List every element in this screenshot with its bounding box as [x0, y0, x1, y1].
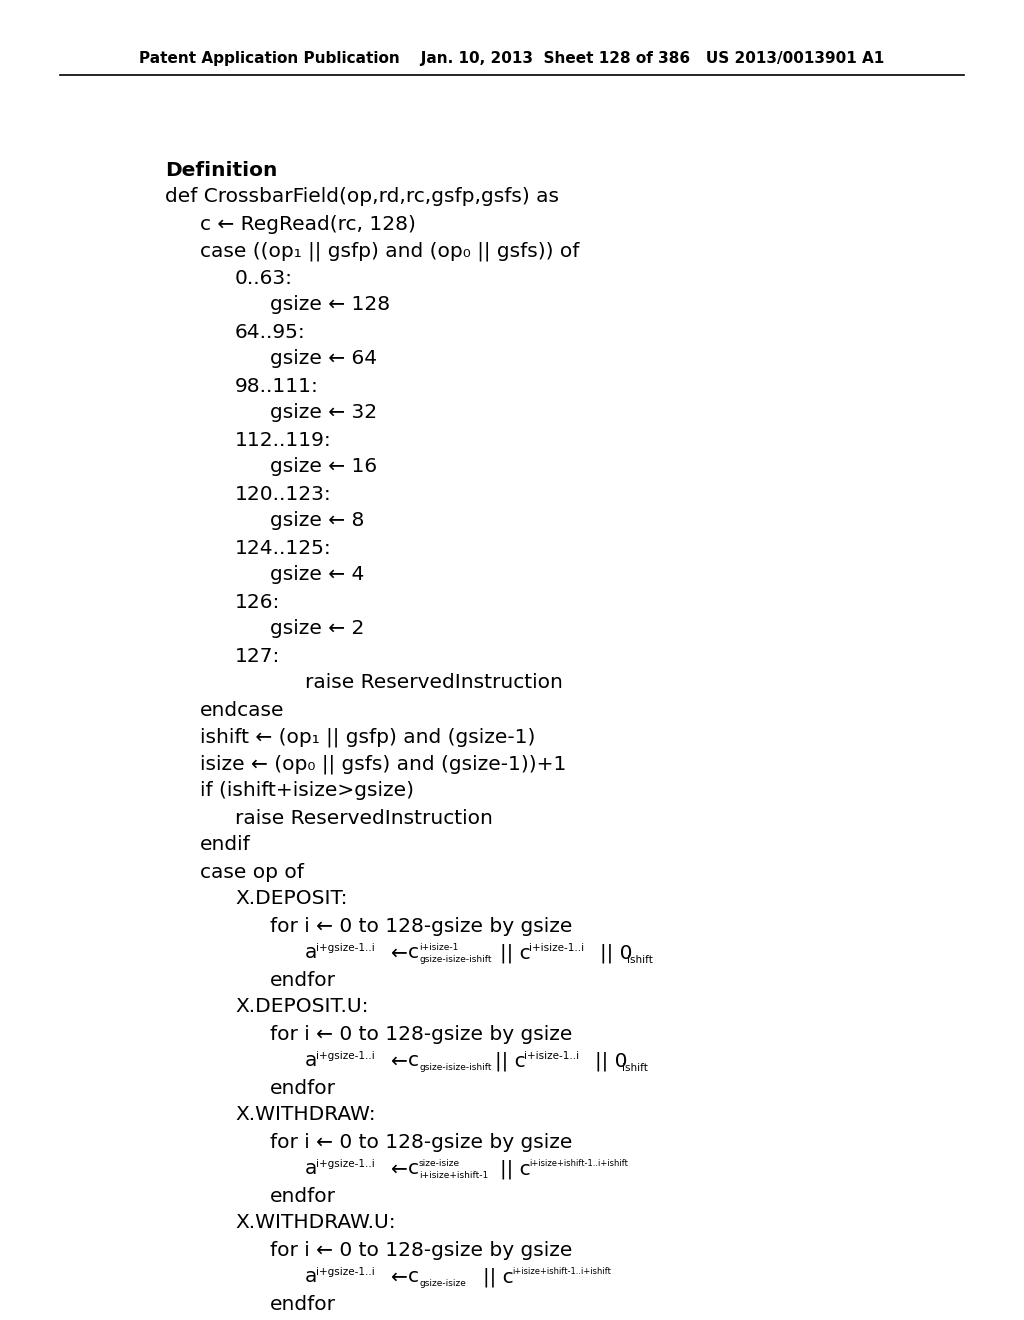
Text: i+gsize-1..i: i+gsize-1..i — [316, 1267, 375, 1276]
Text: c: c — [408, 944, 419, 962]
Text: isize ← (op₀ || gsfs) and (gsize-1))+1: isize ← (op₀ || gsfs) and (gsize-1))+1 — [200, 754, 566, 774]
Text: ishift: ishift — [622, 1063, 648, 1073]
Text: gsize-isize-ishift: gsize-isize-ishift — [419, 956, 492, 965]
Text: gsize-isize: gsize-isize — [419, 1279, 466, 1288]
Text: gsize ← 16: gsize ← 16 — [270, 458, 377, 477]
Text: gsize ← 4: gsize ← 4 — [270, 565, 365, 585]
Text: || c: || c — [500, 1159, 530, 1179]
Text: i+isize-1..i: i+isize-1..i — [529, 942, 584, 953]
Text: || 0: || 0 — [595, 1051, 628, 1071]
Text: endfor: endfor — [270, 1295, 336, 1313]
Text: 112..119:: 112..119: — [234, 430, 332, 450]
Text: case ((op₁ || gsfp) and (op₀ || gsfs)) of: case ((op₁ || gsfp) and (op₀ || gsfs)) o… — [200, 242, 580, 261]
Text: X.WITHDRAW:: X.WITHDRAW: — [234, 1106, 376, 1125]
Text: endfor: endfor — [270, 1187, 336, 1205]
Text: gsize ← 128: gsize ← 128 — [270, 296, 390, 314]
Text: 64..95:: 64..95: — [234, 322, 306, 342]
Text: a: a — [305, 1052, 317, 1071]
Text: raise ReservedInstruction: raise ReservedInstruction — [305, 673, 563, 693]
Text: if (ishift+isize>gsize): if (ishift+isize>gsize) — [200, 781, 414, 800]
Text: 98..111:: 98..111: — [234, 376, 318, 396]
Text: 120..123:: 120..123: — [234, 484, 332, 503]
Text: ←: ← — [391, 1159, 408, 1179]
Text: gsize-isize-ishift: gsize-isize-ishift — [419, 1064, 492, 1072]
Text: X.DEPOSIT:: X.DEPOSIT: — [234, 890, 347, 908]
Text: i+isize+ishift-1..i+ishift: i+isize+ishift-1..i+ishift — [529, 1159, 628, 1168]
Text: c: c — [408, 1159, 419, 1179]
Text: X.WITHDRAW.U:: X.WITHDRAW.U: — [234, 1213, 395, 1233]
Text: for i ← 0 to 128-gsize by gsize: for i ← 0 to 128-gsize by gsize — [270, 916, 572, 936]
Text: X.DEPOSIT.U:: X.DEPOSIT.U: — [234, 998, 369, 1016]
Text: ←: ← — [391, 1052, 408, 1071]
Text: i+isize-1..i: i+isize-1..i — [524, 1051, 580, 1061]
Text: i+gsize-1..i: i+gsize-1..i — [316, 942, 375, 953]
Text: || c: || c — [500, 944, 530, 962]
Text: i+isize-1: i+isize-1 — [419, 942, 459, 952]
Text: a: a — [305, 1267, 317, 1287]
Text: gsize ← 32: gsize ← 32 — [270, 404, 377, 422]
Text: size-isize: size-isize — [419, 1159, 460, 1167]
Text: endfor: endfor — [270, 1078, 336, 1097]
Text: def CrossbarField(op,rd,rc,gsfp,gsfs) as: def CrossbarField(op,rd,rc,gsfp,gsfs) as — [165, 187, 559, 206]
Text: i+isize+ishift-1: i+isize+ishift-1 — [419, 1172, 488, 1180]
Text: Definition: Definition — [165, 161, 278, 180]
Text: 124..125:: 124..125: — [234, 539, 332, 557]
Text: for i ← 0 to 128-gsize by gsize: for i ← 0 to 128-gsize by gsize — [270, 1241, 572, 1259]
Text: || c: || c — [495, 1051, 525, 1071]
Text: endfor: endfor — [270, 970, 336, 990]
Text: endif: endif — [200, 836, 251, 854]
Text: Patent Application Publication    Jan. 10, 2013  Sheet 128 of 386   US 2013/0013: Patent Application Publication Jan. 10, … — [139, 50, 885, 66]
Text: for i ← 0 to 128-gsize by gsize: for i ← 0 to 128-gsize by gsize — [270, 1133, 572, 1151]
Text: 127:: 127: — [234, 647, 281, 665]
Text: a: a — [305, 1159, 317, 1179]
Text: c ← RegRead(rc, 128): c ← RegRead(rc, 128) — [200, 214, 416, 234]
Text: i+isize+ishift-1..i+ishift: i+isize+ishift-1..i+ishift — [512, 1267, 611, 1276]
Text: c: c — [408, 1052, 419, 1071]
Text: a: a — [305, 944, 317, 962]
Text: endcase: endcase — [200, 701, 285, 719]
Text: c: c — [408, 1267, 419, 1287]
Text: || c: || c — [483, 1267, 514, 1287]
Text: raise ReservedInstruction: raise ReservedInstruction — [234, 808, 493, 828]
Text: gsize ← 8: gsize ← 8 — [270, 511, 365, 531]
Text: || 0: || 0 — [600, 944, 633, 962]
Text: gsize ← 64: gsize ← 64 — [270, 350, 377, 368]
Text: case op of: case op of — [200, 862, 304, 882]
Text: ←: ← — [391, 1267, 408, 1287]
Text: i+gsize-1..i: i+gsize-1..i — [316, 1159, 375, 1170]
Text: 126:: 126: — [234, 593, 281, 611]
Text: ishift ← (op₁ || gsfp) and (gsize-1): ishift ← (op₁ || gsfp) and (gsize-1) — [200, 727, 536, 747]
Text: i+gsize-1..i: i+gsize-1..i — [316, 1051, 375, 1061]
Text: ishift: ishift — [627, 954, 653, 965]
Text: gsize ← 2: gsize ← 2 — [270, 619, 365, 639]
Text: 0..63:: 0..63: — [234, 268, 293, 288]
Text: ←: ← — [391, 944, 408, 962]
Text: for i ← 0 to 128-gsize by gsize: for i ← 0 to 128-gsize by gsize — [270, 1024, 572, 1044]
